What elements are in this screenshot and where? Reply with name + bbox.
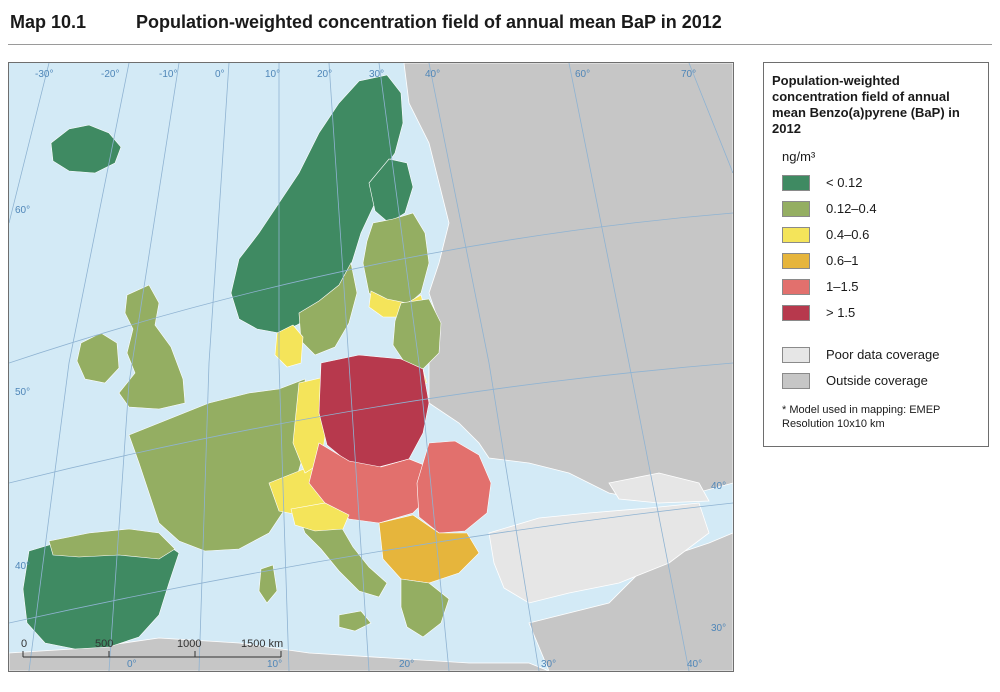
map-title: Population-weighted concentration field … <box>136 12 722 32</box>
map-header: Map 10.1 Population-weighted concentrati… <box>8 10 992 45</box>
poland <box>318 354 430 468</box>
scale-bar: 0 500 1000 1500 km <box>21 638 283 658</box>
outside-coverage-north-africa <box>9 637 550 671</box>
legend-title: Population-weighted concentration field … <box>772 73 960 136</box>
greece <box>400 578 450 638</box>
lon-label-bottom: 30° <box>541 659 556 670</box>
lon-label: -30° <box>35 69 53 80</box>
po-valley <box>290 502 350 532</box>
map-canvas: -30° -20° -10° 0° 10° 20° 30° 40° 60° 70… <box>9 63 733 671</box>
legend-label: 0.4–0.6 <box>826 227 870 242</box>
legend-unit: ng/m³ <box>782 149 816 164</box>
legend-label: Poor data coverage <box>826 347 940 362</box>
map-number: Map 10.1 <box>10 12 87 32</box>
legend-swatch <box>782 305 810 321</box>
lon-label-bottom: 40° <box>687 659 702 670</box>
lat-label-right: 40° <box>711 481 726 492</box>
legend-label: 1–1.5 <box>826 279 859 294</box>
legend-swatch <box>782 347 810 363</box>
scale-tick-label: 1000 <box>177 638 201 650</box>
lat-label: 50° <box>15 387 30 398</box>
lon-label: 70° <box>681 69 696 80</box>
lat-label: 60° <box>15 205 30 216</box>
sicily <box>338 610 372 632</box>
lon-label: -20° <box>101 69 119 80</box>
lon-label: 40° <box>425 69 440 80</box>
legend-label: > 1.5 <box>826 305 856 320</box>
legend-label: Outside coverage <box>826 373 928 388</box>
lon-label: 30° <box>369 69 384 80</box>
outside-coverage-east <box>403 63 733 671</box>
lat-label-right: 30° <box>711 623 726 634</box>
lon-label-bottom: 10° <box>267 659 282 670</box>
sardinia <box>258 564 278 604</box>
iberia-north <box>48 528 176 560</box>
lon-label: 0° <box>215 69 225 80</box>
scale-tick-label: 0 <box>21 638 27 650</box>
great-britain <box>118 284 186 410</box>
legend-swatch <box>782 373 810 389</box>
poor-data-caucasus <box>608 472 710 504</box>
romania <box>416 440 492 534</box>
lat-label: 40° <box>15 561 30 572</box>
legend-swatch <box>782 279 810 295</box>
lon-label: -10° <box>159 69 177 80</box>
legend-label: < 0.12 <box>826 175 863 190</box>
scale-tick-label: 1500 km <box>241 638 283 650</box>
scale-tick-label: 500 <box>95 638 113 650</box>
sweden-south <box>298 262 358 356</box>
legend-swatch <box>782 227 810 243</box>
legend-swatch <box>782 175 810 191</box>
bulgaria-balkans <box>378 514 480 584</box>
lon-label: 10° <box>265 69 280 80</box>
lon-label: 60° <box>575 69 590 80</box>
legend-label: 0.12–0.4 <box>826 201 877 216</box>
lon-label-bottom: 0° <box>127 659 137 670</box>
poor-data-turkey <box>488 502 710 604</box>
legend-note: * Model used in mapping: EMEP Resolution… <box>782 404 941 430</box>
legend-swatch <box>782 201 810 217</box>
ireland <box>76 332 120 384</box>
legend-label: 0.6–1 <box>826 253 859 268</box>
lon-label-bottom: 20° <box>399 659 414 670</box>
denmark <box>274 324 304 368</box>
iceland <box>50 124 122 174</box>
graticule <box>9 63 733 671</box>
lon-label: 20° <box>317 69 332 80</box>
legend-swatch <box>782 253 810 269</box>
map-legend: Population-weighted concentration field … <box>763 62 989 447</box>
europe-map[interactable]: -30° -20° -10° 0° 10° 20° 30° 40° 60° 70… <box>8 62 734 672</box>
